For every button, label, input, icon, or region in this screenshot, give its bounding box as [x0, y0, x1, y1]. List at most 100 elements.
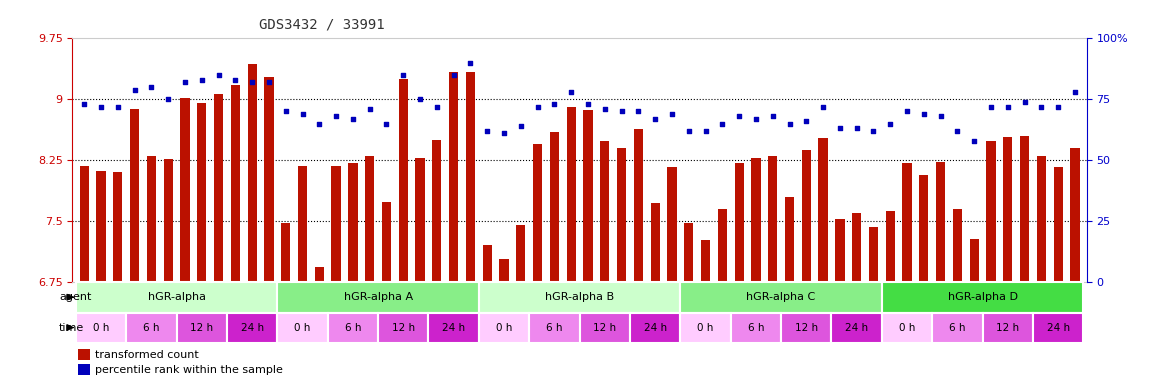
Point	[545, 101, 564, 107]
Bar	[600, 141, 610, 282]
Point	[998, 104, 1017, 110]
Bar	[567, 108, 576, 282]
Bar	[919, 175, 928, 282]
Text: hGR-alpha: hGR-alpha	[147, 292, 206, 302]
Bar	[852, 213, 861, 282]
Point	[746, 116, 765, 122]
Bar	[378, 313, 429, 343]
Bar	[281, 223, 290, 282]
Text: 12 h: 12 h	[795, 323, 818, 333]
Bar	[227, 313, 277, 343]
Text: 12 h: 12 h	[190, 323, 213, 333]
Point	[898, 108, 917, 114]
Bar	[399, 79, 408, 282]
Bar	[264, 77, 274, 282]
Point	[713, 121, 731, 127]
Bar	[1037, 156, 1046, 282]
Bar	[429, 313, 478, 343]
Bar	[651, 203, 660, 282]
Text: hGR-alpha A: hGR-alpha A	[344, 292, 413, 302]
Point	[848, 126, 866, 132]
Bar	[197, 103, 206, 282]
Bar	[982, 313, 1033, 343]
Text: GDS3432 / 33991: GDS3432 / 33991	[259, 17, 385, 31]
Bar	[802, 151, 811, 282]
Bar	[616, 148, 627, 282]
Bar	[77, 349, 90, 360]
Bar	[516, 225, 526, 282]
Bar	[702, 240, 711, 282]
Point	[159, 96, 177, 103]
Bar	[933, 313, 982, 343]
Text: time: time	[59, 323, 84, 333]
Text: 6 h: 6 h	[546, 323, 562, 333]
Point	[512, 123, 530, 129]
Bar	[785, 197, 795, 282]
Point	[377, 121, 396, 127]
Bar	[1020, 136, 1029, 282]
Bar	[76, 313, 126, 343]
Bar	[466, 73, 475, 282]
Point	[865, 128, 883, 134]
Point	[814, 104, 833, 110]
Bar	[953, 209, 963, 282]
Text: 6 h: 6 h	[949, 323, 966, 333]
Bar	[331, 166, 340, 282]
Bar	[819, 138, 828, 282]
Bar	[529, 313, 580, 343]
Point	[428, 104, 446, 110]
Bar	[882, 282, 1083, 313]
Point	[1015, 99, 1034, 105]
Point	[646, 116, 665, 122]
Bar	[79, 166, 89, 282]
Bar	[382, 202, 391, 282]
Text: 24 h: 24 h	[442, 323, 466, 333]
Point	[949, 128, 967, 134]
Bar	[1071, 148, 1080, 282]
Point	[578, 101, 597, 107]
Bar	[936, 162, 945, 282]
Text: 6 h: 6 h	[345, 323, 361, 333]
Point	[293, 111, 312, 117]
Text: hGR-alpha D: hGR-alpha D	[948, 292, 1018, 302]
Point	[243, 79, 261, 85]
Bar	[886, 211, 895, 282]
Point	[764, 113, 782, 119]
Point	[108, 104, 126, 110]
Point	[830, 126, 849, 132]
Point	[344, 116, 362, 122]
Bar	[882, 313, 933, 343]
Bar	[634, 129, 643, 282]
Text: percentile rank within the sample: percentile rank within the sample	[94, 365, 283, 375]
Point	[411, 96, 429, 103]
Point	[143, 84, 161, 90]
Point	[613, 108, 631, 114]
Bar	[1003, 137, 1012, 282]
Bar	[781, 313, 831, 343]
Text: 24 h: 24 h	[1046, 323, 1070, 333]
Bar	[277, 282, 478, 313]
Point	[92, 104, 110, 110]
Point	[176, 79, 194, 85]
Bar	[415, 158, 424, 282]
Text: 12 h: 12 h	[996, 323, 1019, 333]
Bar	[532, 144, 543, 282]
Bar	[478, 282, 681, 313]
Bar	[328, 313, 378, 343]
Text: 12 h: 12 h	[593, 323, 616, 333]
Point	[227, 77, 245, 83]
Point	[260, 79, 278, 85]
Bar	[126, 313, 177, 343]
Bar	[214, 94, 223, 282]
Bar	[177, 313, 227, 343]
Bar	[315, 267, 324, 282]
Point	[697, 128, 715, 134]
Point	[478, 128, 497, 134]
Bar	[1033, 313, 1083, 343]
Text: 24 h: 24 h	[644, 323, 667, 333]
Point	[75, 101, 93, 107]
Bar	[667, 167, 676, 282]
Bar	[969, 239, 979, 282]
Point	[276, 108, 294, 114]
Bar	[835, 218, 844, 282]
